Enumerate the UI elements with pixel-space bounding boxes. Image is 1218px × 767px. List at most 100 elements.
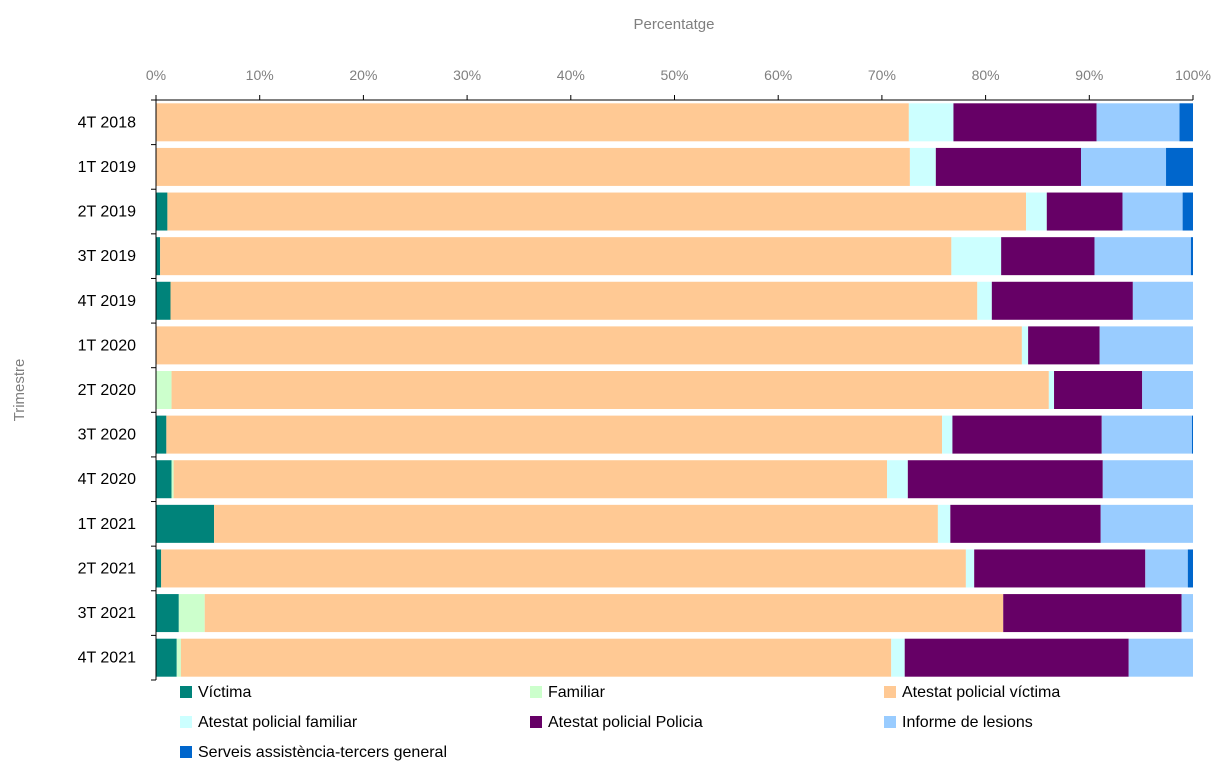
y-tick-label: 2T 2019 <box>78 204 137 221</box>
y-tick-labels: 4T 2018 1T 2019 2T 2019 3T 2019 4T 2019 1T 20… <box>78 114 137 666</box>
x-tick-label: 70% <box>868 67 896 83</box>
bar-segment <box>904 638 1129 677</box>
bar-segment <box>909 147 936 186</box>
x-tick-labels: 0% 10% 20% 30% 40% 50% 60% 70% 80% 90% 100% <box>146 67 1211 83</box>
bar-segment <box>156 504 215 543</box>
bar-segment <box>937 504 951 543</box>
bar-segment <box>156 281 171 320</box>
bar-segment <box>171 371 1049 409</box>
bar-segment <box>1122 192 1183 231</box>
x-tick-label: 80% <box>972 67 1000 83</box>
bar-segment <box>170 281 978 320</box>
bar-segment <box>942 415 953 454</box>
bar-segment <box>178 594 205 633</box>
legend-label: Atestat policial Policia <box>548 714 703 731</box>
bar-segment <box>1021 326 1029 365</box>
x-tick-label: 40% <box>557 67 585 83</box>
x-tick-label: 50% <box>660 67 688 83</box>
bar-segment <box>1182 192 1193 231</box>
legend-label: Informe de lesions <box>902 714 1033 731</box>
bar-segment <box>887 460 908 499</box>
bar-segment <box>1128 638 1193 677</box>
bar-segment <box>161 549 966 588</box>
y-tick-label: 3T 2019 <box>78 248 137 265</box>
bar-segment <box>1099 326 1193 365</box>
y-tick-label: 1T 2021 <box>78 516 137 533</box>
axes <box>151 95 1194 681</box>
legend-swatch <box>180 686 192 698</box>
bar-segment <box>1081 147 1167 186</box>
bar-segment <box>1048 371 1055 409</box>
bar-segment <box>1054 371 1143 409</box>
x-tick-label: 0% <box>146 67 166 83</box>
y-tick-label: 2T 2021 <box>78 560 137 577</box>
bar-segment <box>1187 549 1193 588</box>
bar-segment <box>974 549 1146 588</box>
bar-segment <box>891 638 905 677</box>
bar-segment <box>156 147 910 186</box>
legend-label: Serveis assistència-tercers general <box>198 744 447 761</box>
bar-segment <box>1191 415 1193 454</box>
bar-segment <box>167 192 1027 231</box>
legend-swatch <box>180 746 192 758</box>
bar-segment <box>171 460 174 499</box>
legend-swatch <box>180 716 192 728</box>
bar-segment <box>1179 103 1193 142</box>
legend-label: Víctima <box>198 684 251 701</box>
bar-segment <box>156 594 179 633</box>
x-axis-title: Percentatge <box>634 16 715 33</box>
x-tick-label: 20% <box>349 67 377 83</box>
x-tick-label: 90% <box>1075 67 1103 83</box>
bar-segment <box>935 147 1082 186</box>
bar-segment <box>1026 192 1047 231</box>
y-tick-label: 1T 2019 <box>78 159 137 176</box>
legend-label: Atestat policial familiar <box>198 714 358 731</box>
bar-segment <box>1003 594 1182 633</box>
legend-swatch <box>530 716 542 728</box>
y-tick-label: 3T 2021 <box>78 605 137 622</box>
y-tick-label: 2T 2020 <box>78 382 137 399</box>
bar-segment <box>1190 237 1193 276</box>
bar-segment <box>214 504 938 543</box>
legend-label: Atestat policial víctima <box>902 684 1060 701</box>
x-tick-label: 60% <box>764 67 792 83</box>
bar-segment <box>204 594 1004 633</box>
y-tick-label: 3T 2020 <box>78 427 137 444</box>
bar-segment <box>952 415 1102 454</box>
x-tick-label: 30% <box>453 67 481 83</box>
bar-segment <box>160 237 952 276</box>
bar-segment <box>166 415 943 454</box>
bar-segment <box>156 326 1022 365</box>
bar-segment <box>977 281 992 320</box>
bar-segment <box>156 460 172 499</box>
bar-segment <box>951 237 1002 276</box>
x-tick-label: 100% <box>1175 67 1211 83</box>
bar-segment <box>176 638 181 677</box>
y-tick-label: 1T 2020 <box>78 337 137 354</box>
bar-segment <box>156 237 161 276</box>
legend-swatch <box>884 686 896 698</box>
y-tick-label: 4T 2019 <box>78 293 137 310</box>
bar-segment <box>156 103 909 142</box>
bar-segment <box>156 415 167 454</box>
bar-segment <box>156 638 177 677</box>
bar-segment <box>1046 192 1123 231</box>
bar-segment <box>156 371 172 409</box>
bar-segment <box>1096 103 1180 142</box>
bar-segment <box>1132 281 1193 320</box>
bar-segment <box>1142 371 1193 409</box>
bar-segment <box>1001 237 1095 276</box>
legend-label: Familiar <box>548 684 606 701</box>
legend: Víctima Familiar Atestat policial víctima A… <box>180 684 1060 761</box>
bar-segment <box>991 281 1133 320</box>
bar-segment <box>965 549 975 588</box>
legend-swatch <box>884 716 896 728</box>
y-tick-label: 4T 2021 <box>78 650 137 667</box>
y-tick-label: 4T 2020 <box>78 471 137 488</box>
bar-segment <box>156 549 162 588</box>
bar-segment <box>1145 549 1188 588</box>
legend-swatch <box>530 686 542 698</box>
bar-segment <box>908 103 954 142</box>
y-tick-label: 4T 2018 <box>78 114 137 131</box>
